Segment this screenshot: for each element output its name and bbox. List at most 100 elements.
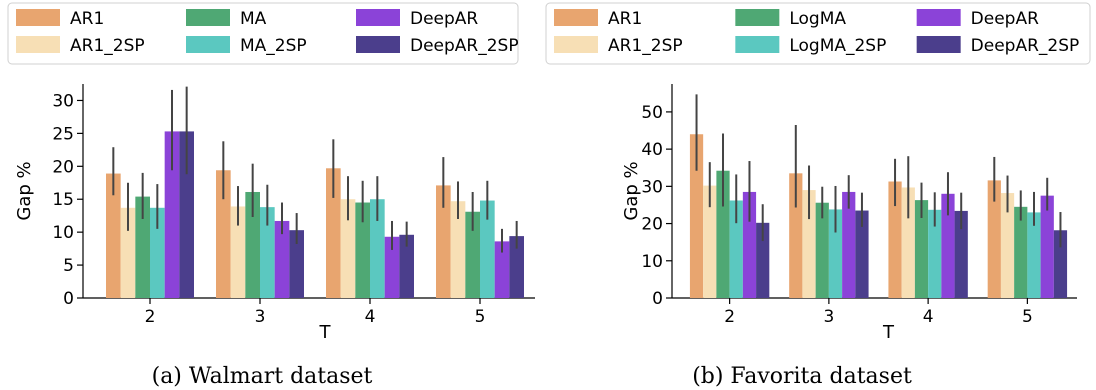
x-tick-label: 5 xyxy=(1022,307,1033,327)
x-tick-label: 4 xyxy=(923,307,934,327)
bar xyxy=(289,230,304,298)
legend-swatch xyxy=(916,36,961,53)
bar xyxy=(1014,206,1028,298)
bar xyxy=(914,200,929,298)
bar xyxy=(928,209,942,298)
legend-label: AR1_2SP xyxy=(608,36,683,56)
legend-swatch xyxy=(735,36,780,53)
x-tick-label: 3 xyxy=(823,307,834,327)
bar xyxy=(815,202,829,298)
legend-swatch xyxy=(186,36,230,53)
bar xyxy=(756,222,770,298)
legend-swatch xyxy=(356,36,400,53)
bar xyxy=(260,207,275,298)
y-tick-label: 10 xyxy=(641,252,663,272)
walmart-chart-panel: AR1 AR1_2SP MA MA_2SP DeepAR DeepAR_2SP Gap % 0… xyxy=(7,2,535,343)
x-tick-label: 4 xyxy=(365,307,376,327)
bar xyxy=(729,200,743,298)
bar xyxy=(901,187,915,298)
bar xyxy=(842,191,856,298)
legend-label: DeepAR xyxy=(410,9,478,29)
y-tick-label: 30 xyxy=(641,177,663,197)
bar xyxy=(179,131,194,298)
bar xyxy=(120,207,136,298)
bar xyxy=(742,191,757,298)
bar xyxy=(150,207,165,298)
x-tick-label: 2 xyxy=(724,307,735,327)
y-tick-label: 40 xyxy=(641,140,663,160)
x-tick-label: 2 xyxy=(145,307,156,327)
legend-swatch xyxy=(356,9,400,26)
bar xyxy=(384,236,400,298)
bar xyxy=(855,210,869,298)
bar xyxy=(888,181,902,298)
legend-label: LogMA xyxy=(789,9,846,29)
favorita-chart-panel: AR1 AR1_2SP LogMA LogMA_2SP DeepAR DeepAR_2SP… xyxy=(545,2,1091,343)
legend-swatch xyxy=(16,36,60,53)
legend: AR1 AR1_2SP MA MA_2SP DeepAR DeepAR_2SP xyxy=(7,2,519,65)
legend-label: MA xyxy=(240,9,267,29)
bar xyxy=(941,193,955,298)
bar xyxy=(465,211,480,298)
bar xyxy=(494,241,510,298)
y-tick-label: 25 xyxy=(52,124,74,144)
bar xyxy=(274,220,290,298)
legend: AR1 AR1_2SP LogMA LogMA_2SP DeepAR DeepAR_2SP xyxy=(545,2,1091,65)
bar xyxy=(689,134,704,298)
bar xyxy=(135,196,150,298)
caption-favorita: (b) Favorita dataset xyxy=(692,364,912,389)
bar xyxy=(245,191,260,298)
legend-label: AR1_2SP xyxy=(70,36,145,56)
bar xyxy=(802,190,816,298)
bar xyxy=(370,199,385,298)
y-tick-label: 30 xyxy=(52,91,74,111)
legend-swatch xyxy=(554,9,598,26)
legend-swatch xyxy=(735,9,780,26)
bar xyxy=(509,236,524,298)
legend-swatch xyxy=(16,9,60,26)
legend-label: DeepAR_2SP xyxy=(410,36,519,56)
y-tick-label: 20 xyxy=(641,215,663,235)
legend-label: MA_2SP xyxy=(240,36,307,56)
bar xyxy=(716,170,730,298)
y-axis-label: Gap % xyxy=(621,161,642,220)
caption-walmart: (a) Walmart dataset xyxy=(152,364,373,389)
bar xyxy=(230,206,246,298)
bar xyxy=(399,234,414,298)
bar xyxy=(954,210,968,298)
x-tick-label: 3 xyxy=(255,307,266,327)
y-tick-label: 10 xyxy=(52,223,74,243)
y-tick-label: 15 xyxy=(52,190,74,210)
bar xyxy=(436,185,451,298)
legend-swatch xyxy=(554,36,598,53)
y-tick-label: 20 xyxy=(52,157,74,177)
y-tick-label: 0 xyxy=(652,289,663,309)
x-axis-label: T xyxy=(882,322,895,343)
bar xyxy=(703,185,717,298)
bar xyxy=(106,173,121,298)
bar xyxy=(1053,230,1068,298)
bar xyxy=(340,199,356,298)
legend-label: AR1 xyxy=(608,9,642,29)
y-tick-label: 0 xyxy=(63,289,74,309)
legend-swatch xyxy=(186,9,230,26)
bar xyxy=(164,131,180,298)
bar xyxy=(480,200,495,298)
bar xyxy=(987,180,1001,298)
bar xyxy=(1040,195,1054,298)
x-axis-label: T xyxy=(319,322,332,343)
bar xyxy=(1000,193,1015,298)
legend-swatch xyxy=(916,9,961,26)
bar xyxy=(216,170,231,298)
legend-label: LogMA_2SP xyxy=(789,36,886,56)
y-tick-label: 5 xyxy=(63,256,74,276)
bar xyxy=(828,209,843,298)
bar xyxy=(355,202,370,298)
y-tick-label: 50 xyxy=(641,103,663,123)
legend-label: AR1 xyxy=(70,9,104,29)
x-tick-label: 5 xyxy=(475,307,486,327)
legend-label: DeepAR_2SP xyxy=(971,36,1080,56)
bar xyxy=(1027,212,1041,298)
bar xyxy=(450,201,466,298)
